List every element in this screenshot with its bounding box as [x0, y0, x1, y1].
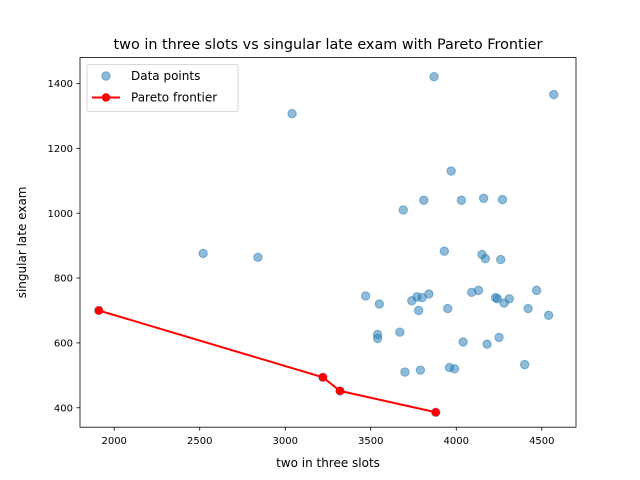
data-point: [429, 72, 439, 82]
data-point: [504, 294, 514, 304]
data-point: [478, 193, 489, 204]
data-point: [543, 310, 554, 321]
chart-title: two in three slots vs singular late exam…: [114, 37, 543, 53]
y-axis: 400 600 800 1000 1200 1400: [48, 79, 80, 414]
data-point: [439, 246, 450, 256]
legend-label-data-points: Data points: [131, 69, 200, 83]
data-point: [400, 367, 410, 377]
data-point: [360, 291, 371, 301]
legend-marker-data-points: [101, 71, 111, 81]
data-point: [372, 329, 383, 340]
data-point: [253, 252, 263, 263]
data-point: [443, 303, 453, 314]
x-tick-label: 4000: [444, 436, 469, 447]
x-axis: 2000 2500 3000 3500 4000 4500: [101, 427, 555, 447]
data-point: [415, 365, 426, 375]
y-axis-label: singular late exam: [15, 187, 29, 299]
pareto-point: [94, 306, 104, 315]
y-tick-label: 1000: [48, 209, 73, 220]
y-tick-label: 1200: [48, 144, 73, 155]
x-tick-label: 4500: [529, 436, 554, 447]
data-point: [496, 254, 506, 265]
pareto-point: [431, 408, 440, 417]
y-tick-label: 1400: [48, 79, 73, 90]
data-point: [395, 327, 405, 337]
data-point: [287, 108, 297, 119]
data-point: [531, 285, 542, 296]
data-point: [449, 364, 460, 374]
x-tick-label: 3000: [273, 436, 298, 447]
legend: Data points Pareto frontier: [86, 64, 239, 112]
scatter-points: [94, 72, 559, 417]
data-point: [492, 294, 503, 304]
data-point: [519, 359, 530, 370]
x-tick-label: 2500: [187, 436, 212, 447]
y-tick-label: 800: [54, 274, 73, 285]
pareto-frontier-line: [98, 309, 436, 414]
data-point: [549, 89, 559, 100]
legend-marker-pareto: [101, 93, 111, 102]
data-point: [398, 205, 408, 215]
data-point: [458, 337, 468, 347]
y-tick-label: 400: [54, 403, 73, 414]
data-point: [523, 303, 533, 314]
y-tick-label: 600: [54, 339, 73, 350]
data-point: [494, 332, 504, 343]
x-tick-label: 3500: [358, 436, 383, 447]
pareto-point: [318, 373, 328, 382]
pareto-frontier: [94, 306, 440, 417]
data-point: [497, 194, 508, 205]
pareto-point: [335, 386, 345, 396]
data-point: [446, 166, 456, 176]
axes-frame: [79, 57, 577, 428]
data-point: [413, 305, 424, 316]
data-point: [456, 195, 467, 205]
data-point: [473, 285, 484, 296]
x-tick-label: 2000: [101, 436, 126, 447]
data-point: [374, 299, 385, 309]
data-point: [424, 289, 434, 299]
legend-box: [86, 64, 239, 112]
data-point: [198, 248, 208, 259]
data-point: [480, 253, 491, 264]
x-axis-label: two in three slots: [276, 456, 380, 470]
data-point: [419, 195, 429, 205]
data-point: [482, 339, 492, 349]
legend-label-pareto: Pareto frontier: [131, 91, 217, 105]
